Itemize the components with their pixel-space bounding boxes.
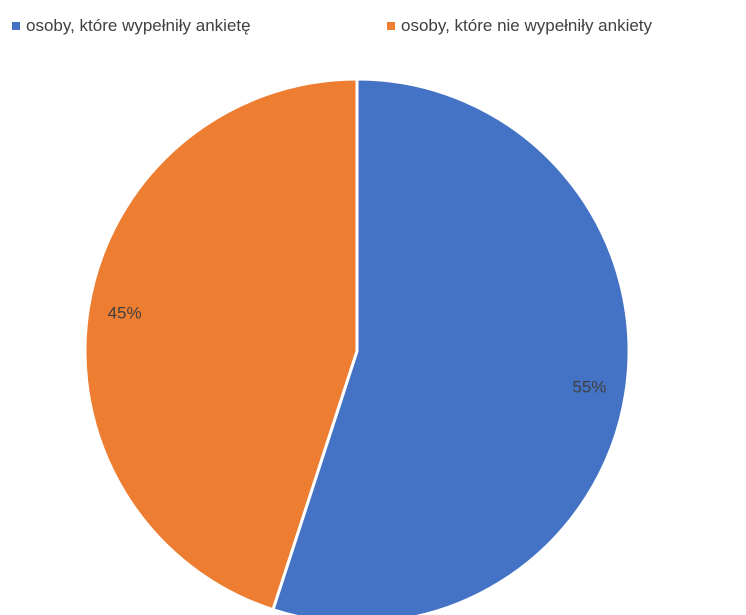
legend-item-not-filled: osoby, które nie wypełniły ankiety	[387, 14, 652, 38]
legend-item-filled: osoby, które wypełniły ankietę	[12, 14, 251, 38]
pie-slice-filled	[271, 77, 631, 615]
legend-swatch-orange	[387, 22, 395, 30]
legend: osoby, które wypełniły ankietę osoby, kt…	[0, 14, 746, 38]
legend-label-filled: osoby, które wypełniły ankietę	[26, 16, 251, 35]
legend-swatch-blue	[12, 22, 20, 30]
data-label-filled: 55%	[572, 377, 606, 396]
legend-label-not-filled: osoby, które nie wypełniły ankiety	[401, 16, 653, 35]
pie-slice-not-filled	[83, 77, 359, 612]
data-label-not-filled: 45%	[108, 304, 142, 323]
